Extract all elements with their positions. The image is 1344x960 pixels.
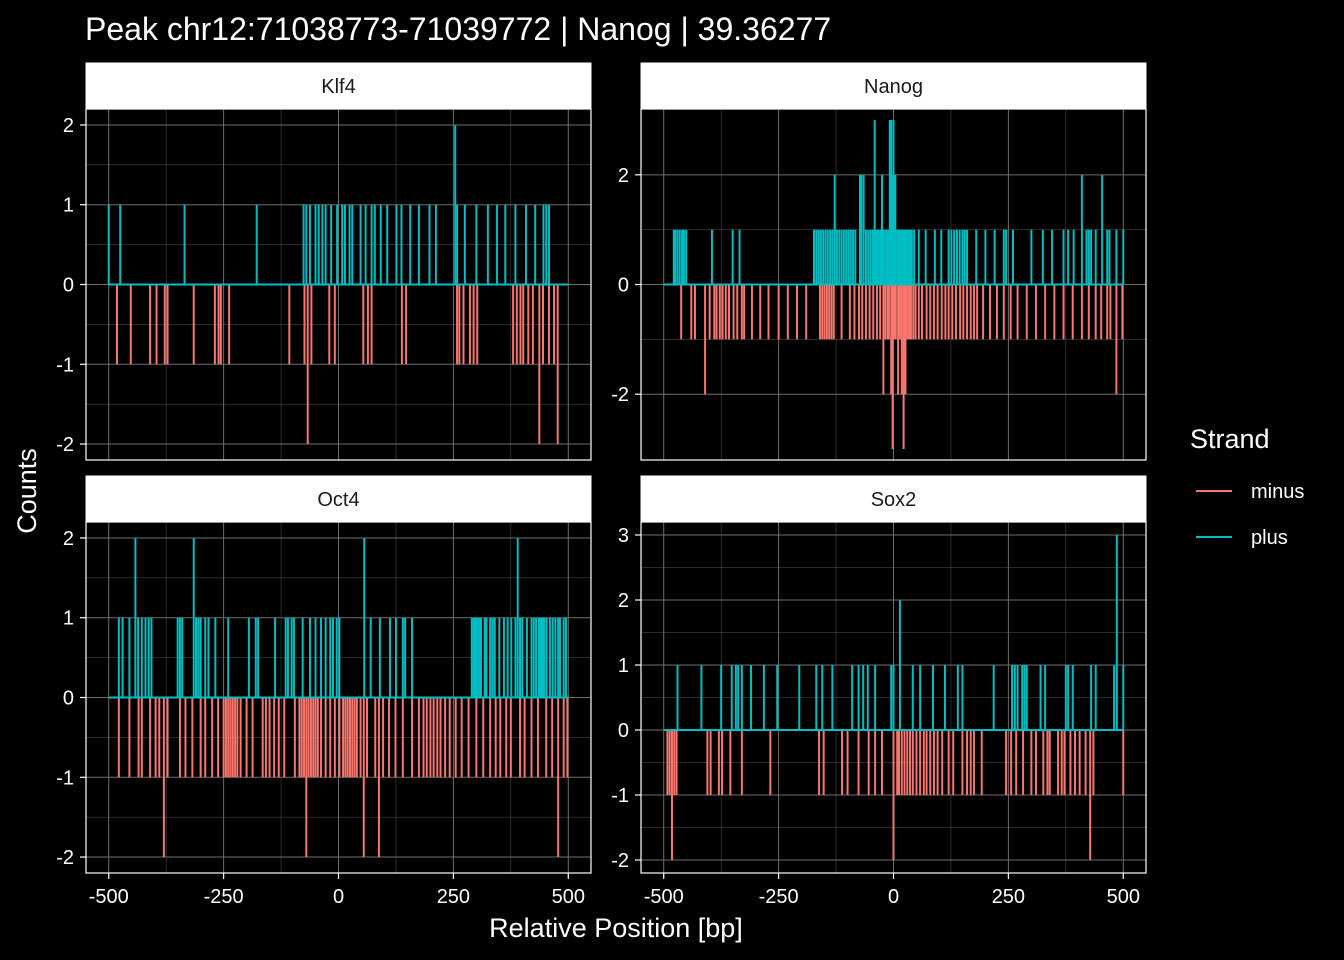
x-tick-label: -250	[204, 886, 244, 908]
strip-label-oct4: Oct4	[317, 489, 359, 511]
panel-sox2: Sox2 -2 -1 0 1 2 3 -500 -250 0 250 500	[611, 475, 1147, 908]
y-tick-label: 2	[63, 115, 74, 137]
y-tick-label: 1	[618, 655, 629, 677]
y-tick-label: 1	[63, 608, 74, 630]
legend-item-plus: plus	[1196, 527, 1288, 549]
strip-label-nanog: Nanog	[864, 76, 923, 98]
legend-title: Strand	[1190, 424, 1270, 454]
y-tick-label: -2	[611, 850, 629, 872]
panel-oct4: Oct4 -2 -1 0 1 2 -500 -250 0 250 500	[56, 475, 592, 908]
series-minus-klf4	[115, 284, 559, 445]
y-tick-label: 0	[618, 720, 629, 742]
x-tick-label: 0	[888, 886, 899, 908]
series-minus-nanog	[680, 284, 1124, 450]
y-tick-label: -2	[611, 384, 629, 406]
x-tick-label: -500	[644, 886, 684, 908]
legend: Strand minus plus	[1190, 424, 1304, 549]
y-tick-label: -2	[56, 434, 74, 456]
y-axis-title: Counts	[12, 448, 42, 534]
panel-nanog: Nanog -2 0 2	[611, 62, 1147, 461]
panel-klf4: Klf4 -2 -1 0 1 2	[56, 62, 592, 461]
legend-label-plus: plus	[1251, 527, 1288, 549]
series-plus-oct4	[117, 537, 567, 698]
series-minus-sox2	[666, 730, 1125, 860]
y-tick-label: 0	[63, 275, 74, 297]
chart-title: Peak chr12:71038773-71039772 | Nanog | 3…	[85, 11, 831, 47]
y-tick-label: -2	[56, 847, 74, 869]
panel-border-klf4	[85, 108, 592, 461]
strip-klf4	[85, 62, 592, 110]
legend-label-minus: minus	[1251, 481, 1304, 503]
x-tick-label: 250	[992, 886, 1025, 908]
y-tick-label: -1	[56, 767, 74, 789]
x-tick-label: 0	[333, 886, 344, 908]
x-tick-label: -250	[759, 886, 799, 908]
series-plus-sox2	[676, 535, 1125, 730]
strip-oct4	[85, 475, 592, 523]
strip-sox2	[640, 475, 1147, 523]
series-plus-klf4	[107, 124, 550, 285]
y-tick-label: 2	[618, 165, 629, 187]
strip-label-sox2: Sox2	[871, 489, 917, 511]
y-tick-label: -1	[56, 354, 74, 376]
x-tick-label: -500	[89, 886, 129, 908]
series-plus-nanog	[672, 119, 1125, 285]
panel-border-nanog	[640, 108, 1147, 461]
x-axis-title: Relative Position [bp]	[489, 913, 743, 943]
y-tick-label: -1	[611, 785, 629, 807]
x-tick-label: 250	[437, 886, 470, 908]
y-tick-label: 2	[63, 528, 74, 550]
legend-item-minus: minus	[1196, 481, 1304, 503]
x-tick-label: 500	[1107, 886, 1140, 908]
y-tick-label: 3	[618, 525, 629, 547]
strip-label-klf4: Klf4	[321, 76, 355, 98]
y-tick-label: 0	[618, 275, 629, 297]
x-tick-label: 500	[552, 886, 585, 908]
strip-nanog	[640, 62, 1147, 110]
series-minus-oct4	[117, 697, 569, 858]
y-tick-label: 0	[63, 688, 74, 710]
y-tick-label: 1	[63, 195, 74, 217]
y-tick-label: 2	[618, 590, 629, 612]
